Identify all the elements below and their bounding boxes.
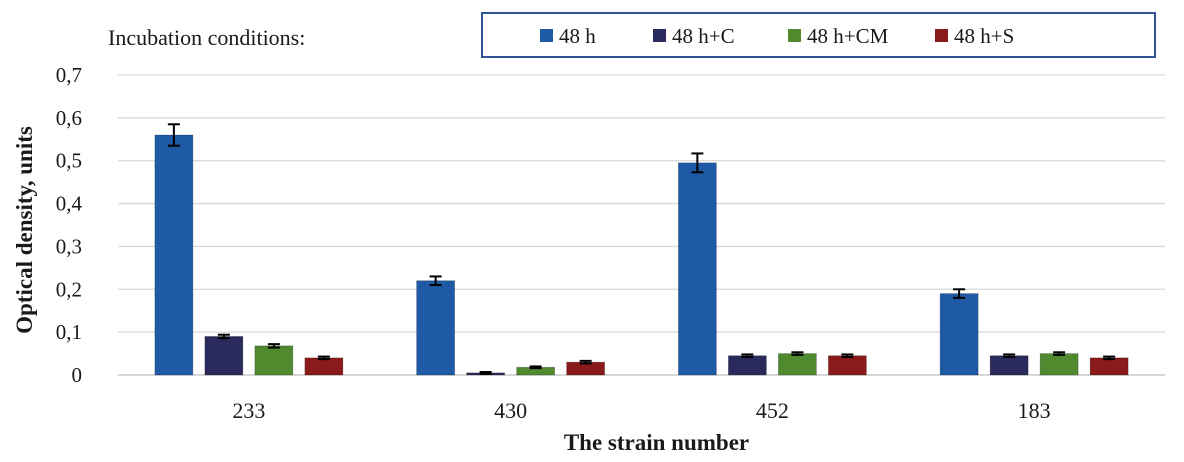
y-axis-title: Optical density, units — [12, 126, 37, 334]
y-tick-label: 0,7 — [56, 63, 82, 87]
bar — [1089, 357, 1129, 376]
legend-box — [481, 12, 1156, 58]
legend-swatch — [653, 29, 666, 42]
bar — [989, 355, 1029, 376]
bar — [727, 355, 767, 376]
y-tick-label: 0,2 — [56, 277, 82, 301]
y-tick-label: 0,4 — [56, 192, 83, 216]
bar — [204, 336, 244, 376]
legend-label: 48 h+S — [954, 24, 1014, 48]
y-tick-label: 0 — [72, 363, 83, 387]
bar — [416, 280, 456, 376]
legend-swatch — [935, 29, 948, 42]
grid — [118, 74, 1165, 376]
legend: 48 h 48 h+C 48 h+CM 48 h+S — [481, 12, 1156, 58]
bar — [154, 134, 194, 376]
y-tick-label: 0,1 — [56, 320, 82, 344]
x-tick-label: 183 — [1018, 398, 1051, 423]
bar — [939, 293, 979, 376]
bar — [304, 357, 344, 376]
legend-label: 48 h+CM — [807, 24, 889, 48]
x-tick-label: 452 — [756, 398, 789, 423]
bars — [154, 123, 1129, 376]
y-tick-label: 0,6 — [56, 106, 82, 130]
x-tick-label: 233 — [232, 398, 265, 423]
legend-label: 48 h — [559, 24, 596, 48]
bar — [1039, 353, 1079, 376]
bar — [677, 162, 717, 376]
bar — [254, 345, 294, 376]
y-tick-label: 0,3 — [56, 234, 82, 258]
bar — [827, 355, 867, 376]
x-axis-title: The strain number — [564, 430, 749, 455]
y-tick-label: 0,5 — [56, 149, 82, 173]
legend-swatch — [540, 29, 553, 42]
x-axis-ticks: 233 430 452 183 — [232, 398, 1050, 423]
legend-swatch — [788, 29, 801, 42]
y-axis-ticks: 0 0,1 0,2 0,3 0,4 0,5 0,6 0,7 — [56, 63, 83, 387]
x-tick-label: 430 — [494, 398, 527, 423]
legend-label: 48 h+C — [672, 24, 735, 48]
bar — [777, 353, 817, 376]
legend-title: Incubation conditions: — [108, 25, 305, 50]
